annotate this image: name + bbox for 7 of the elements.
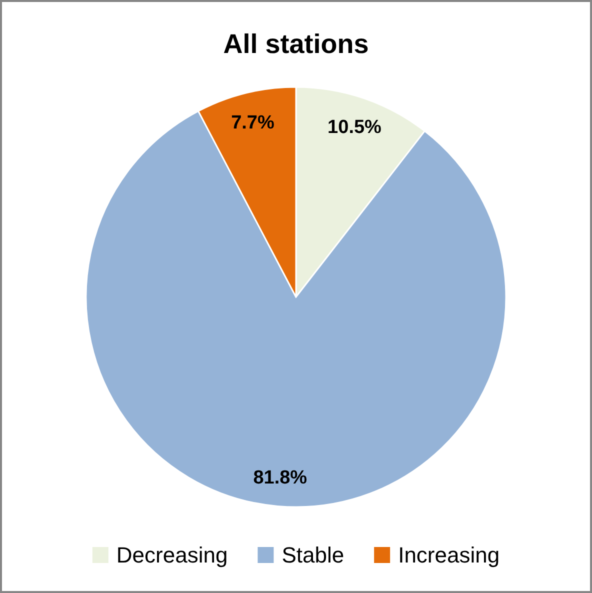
- chart-title: All stations: [223, 29, 369, 59]
- data-label: 81.8%: [253, 468, 308, 489]
- legend-label: Decreasing: [116, 542, 228, 568]
- data-label: 10.5%: [328, 116, 382, 138]
- legend-label: Increasing: [398, 542, 500, 568]
- data-label: 7.7%: [231, 112, 274, 134]
- legend-label: Stable: [282, 542, 344, 568]
